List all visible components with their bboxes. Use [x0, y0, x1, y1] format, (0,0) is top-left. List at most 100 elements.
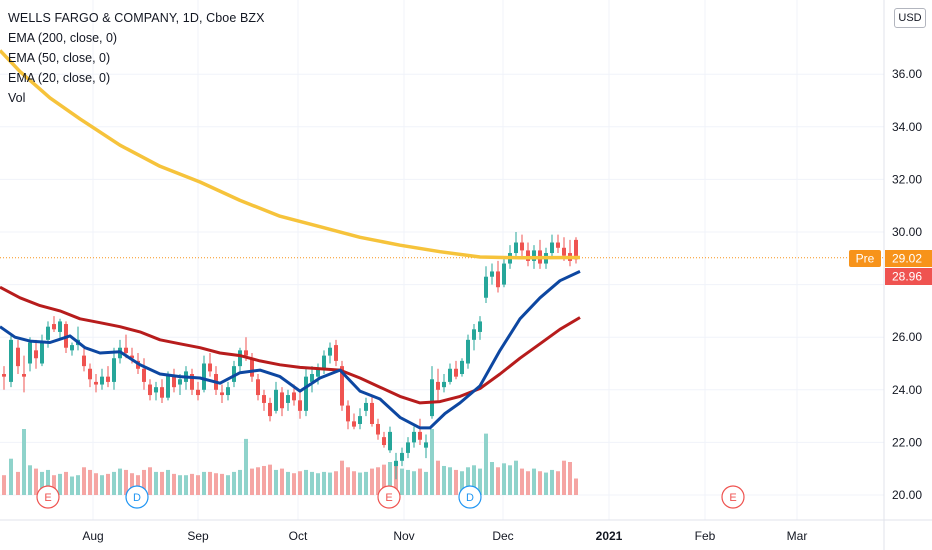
candle-body — [304, 376, 308, 411]
volume-bar — [100, 475, 104, 495]
chart-legend: WELLS FARGO & COMPANY, 1D, Cboe BZX EMA … — [8, 8, 265, 108]
time-tick-label: Nov — [393, 529, 414, 543]
legend-ema200[interactable]: EMA (200, close, 0) — [8, 31, 118, 45]
earnings-marker-icon — [36, 485, 60, 509]
volume-bar — [436, 460, 440, 495]
candle-body — [166, 374, 170, 398]
price-tick-label: 30.00 — [892, 225, 922, 239]
candle-body — [310, 374, 314, 382]
candle-body — [352, 421, 356, 427]
volume-bar — [430, 429, 434, 495]
last-price-text: 28.96 — [892, 270, 922, 284]
candle-body — [160, 387, 164, 398]
volume-bar — [406, 469, 410, 495]
candle-body — [442, 381, 446, 388]
volume-bar — [454, 469, 458, 495]
legend-ema20[interactable]: EMA (20, close, 0) — [8, 71, 111, 85]
legend-ema50[interactable]: EMA (50, close, 0) — [8, 51, 111, 65]
volume-bar — [388, 462, 392, 495]
volume-bar — [358, 472, 362, 495]
volume-bar — [52, 475, 56, 495]
candle-body — [58, 321, 62, 332]
volume-bar — [58, 473, 62, 495]
candle-body — [376, 423, 380, 435]
time-tick-label: Dec — [492, 529, 513, 543]
volume-bar — [328, 472, 332, 495]
event-marker-label: D — [133, 492, 141, 504]
candle-body — [370, 402, 374, 424]
volume-bar — [496, 467, 500, 495]
volume-bar — [250, 468, 254, 495]
price-tick-label: 24.00 — [892, 383, 922, 397]
price-tags: Pre 29.02 28.96 — [849, 250, 932, 285]
volume-bar — [562, 460, 566, 495]
symbol-title[interactable]: WELLS FARGO & COMPANY, 1D, Cboe BZX — [8, 11, 265, 25]
price-tick-label: 34.00 — [892, 120, 922, 134]
price-tick-label: 22.00 — [892, 435, 922, 449]
time-tick-label: Oct — [289, 529, 308, 543]
candle-body — [256, 379, 260, 396]
candle-body — [46, 326, 50, 340]
candle-body — [226, 387, 230, 396]
candle-body — [40, 342, 44, 364]
candle-body — [424, 442, 428, 448]
currency-button[interactable]: USD — [894, 8, 926, 28]
price-tick-label: 32.00 — [892, 172, 922, 186]
volume-bar — [466, 467, 470, 495]
price-tick-label: 36.00 — [892, 67, 922, 81]
volume-bars — [2, 429, 578, 495]
candle-body — [178, 379, 182, 385]
pre-value-text: 29.02 — [892, 252, 922, 266]
volume-bar — [220, 473, 224, 495]
volume-bar — [148, 467, 152, 495]
ema200-line — [0, 49, 581, 260]
candle-body — [490, 271, 494, 277]
volume-bar — [154, 471, 158, 495]
candle-body — [388, 431, 392, 451]
price-axis[interactable]: 36.00 34.00 32.00 30.00 26.00 24.00 22.00 20.00 — [883, 0, 922, 550]
candle-body — [250, 358, 254, 377]
candle-body — [154, 387, 158, 393]
legend-vol[interactable]: Vol — [8, 91, 26, 105]
volume-bar — [442, 465, 446, 495]
candle-body — [550, 242, 554, 254]
pre-label-text: Pre — [856, 252, 875, 266]
volume-bar — [304, 469, 308, 495]
candle-body — [232, 366, 236, 382]
candle-body — [448, 368, 452, 382]
candle-body — [364, 402, 368, 411]
volume-bar — [124, 469, 128, 495]
candle-body — [70, 345, 74, 351]
candle-body — [382, 437, 386, 446]
volume-bar — [202, 471, 206, 495]
volume-bar — [340, 460, 344, 495]
candle-body — [454, 368, 458, 377]
time-tick-label: Mar — [787, 529, 808, 543]
candle-body — [358, 416, 362, 424]
candle-body — [262, 395, 266, 403]
time-tick-label: Feb — [695, 529, 716, 543]
volume-bar — [538, 471, 542, 495]
volume-bar — [286, 471, 290, 495]
candle-body — [100, 376, 104, 385]
volume-bar — [514, 460, 518, 495]
volume-bar — [238, 469, 242, 495]
volume-bar — [292, 473, 296, 495]
pre-label-tag — [849, 250, 881, 267]
candle-body — [298, 400, 302, 411]
candle-body — [484, 276, 488, 298]
dividend-marker-icon — [458, 485, 482, 509]
volume-bar — [490, 462, 494, 495]
volume-bar — [508, 465, 512, 495]
volume-bar — [472, 465, 476, 495]
candle-body — [190, 374, 194, 390]
volume-bar — [262, 465, 266, 495]
candle-body — [22, 374, 26, 377]
volume-bar — [46, 469, 50, 495]
ema50-line — [0, 285, 581, 405]
time-axis[interactable]: Aug Sep Oct Nov Dec 2021 Feb Mar — [0, 519, 932, 543]
volume-bar — [88, 469, 92, 495]
candle-body — [112, 358, 116, 382]
